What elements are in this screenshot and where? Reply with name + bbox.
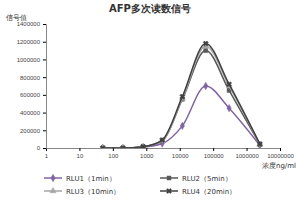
y-tick: 800000: [20, 75, 46, 81]
legend-label: RLU1（1min）: [66, 175, 116, 183]
x-tick-mark: [180, 148, 181, 151]
y-tick-mark: [43, 95, 46, 96]
series-point: [158, 136, 166, 144]
y-tick-mark: [43, 148, 46, 149]
series-point: [204, 49, 208, 53]
x-tick: 10000: [172, 148, 189, 159]
y-axis-title: 信号值: [6, 14, 27, 22]
y-tick-label: 800000: [20, 75, 41, 81]
legend: RLU1（1min） RLU2（5min） RLU3（10min） RLU4（20mi…: [44, 174, 236, 195]
y-tick: 0: [37, 145, 46, 151]
y-tick-mark: [43, 24, 46, 25]
series-point: [225, 80, 233, 88]
y-tick: 1400000: [17, 21, 46, 27]
x-tick-mark: [280, 148, 281, 151]
x-tick: 1: [45, 148, 49, 159]
y-tick: 200000: [20, 128, 46, 134]
x-tick: 10000000: [267, 148, 294, 159]
series-point: [256, 140, 264, 148]
x-tick-mark: [247, 148, 248, 151]
y-tick-label: 1400000: [17, 21, 41, 27]
legend-item: RLU4（20min）: [160, 187, 236, 195]
series-line: [103, 43, 260, 148]
x-tick-label: 1: [45, 153, 49, 159]
series-point: [139, 143, 147, 148]
y-tick-mark: [43, 130, 46, 131]
series-point: [227, 104, 231, 111]
legend-label: RLU3（10min）: [66, 188, 120, 196]
y-axis-line: [43, 25, 47, 149]
legend-marker: [50, 187, 56, 192]
x-tick-mark: [146, 148, 147, 151]
legend-marker: [167, 176, 171, 180]
series-line: [103, 86, 260, 148]
y-tick-label: 400000: [20, 110, 41, 116]
y-tick: 1000000: [17, 57, 46, 63]
legend-item: RLU3（10min）: [44, 187, 120, 195]
x-tick: 100000: [204, 148, 225, 159]
y-tick-label: 600000: [20, 92, 41, 98]
y-tick: 600000: [20, 92, 46, 98]
y-tick-label: 1000000: [17, 57, 41, 63]
y-tick-mark: [43, 59, 46, 60]
series-point: [202, 40, 210, 48]
x-tick-label: 10: [77, 153, 84, 159]
x-tick-label: 10000000: [267, 153, 294, 159]
x-tick: 100: [108, 148, 119, 159]
y-tick-mark: [43, 42, 46, 43]
x-tick-label: 1000: [140, 153, 154, 159]
legend-marker: [51, 174, 55, 181]
series-point: [180, 122, 184, 129]
x-axis-title: 浓度ng/ml: [262, 162, 296, 170]
x-tick: 10: [77, 148, 84, 159]
legend-item: RLU2（5min）: [160, 175, 232, 183]
x-tick-mark: [79, 148, 80, 151]
y-tick-label: 200000: [20, 128, 41, 134]
y-tick: 1200000: [17, 39, 46, 45]
series-point: [204, 82, 208, 89]
title: AFP多次读数信号: [109, 3, 191, 14]
plot-area: [99, 40, 264, 148]
legend-item: RLU1（1min）: [44, 174, 116, 182]
x-tick-label: 100000: [204, 153, 225, 159]
x-tick-label: 100: [108, 153, 119, 159]
x-tick-label: 1000000: [235, 153, 259, 159]
x-axis: 1 10 100 1000 10000 100000 1000000 10000000: [45, 148, 295, 159]
x-tick: 1000000: [235, 148, 259, 159]
y-tick-label: 0: [37, 145, 41, 151]
x-tick-mark: [213, 148, 214, 151]
y-tick-label: 1200000: [17, 39, 41, 45]
y-tick-mark: [43, 113, 46, 114]
y-tick-mark: [43, 77, 46, 78]
legend-marker: [165, 187, 173, 195]
legend-label: RLU4（20min）: [182, 188, 236, 196]
series-point: [119, 144, 127, 148]
chart: AFP多次读数信号 1 10 100 1000 10000 100000 1000000 100…: [0, 0, 300, 200]
x-axis-line: [47, 149, 281, 152]
y-tick: 400000: [20, 110, 46, 116]
legend-label: RLU2（5min）: [182, 175, 232, 183]
series-point: [99, 144, 107, 148]
x-tick-mark: [113, 148, 114, 151]
y-axis: 0 200000 400000 600000 800000 1000000 1200000 1…: [17, 21, 47, 151]
series-point: [179, 93, 187, 101]
x-tick: 1000: [140, 148, 154, 159]
x-tick-label: 10000: [172, 153, 189, 159]
